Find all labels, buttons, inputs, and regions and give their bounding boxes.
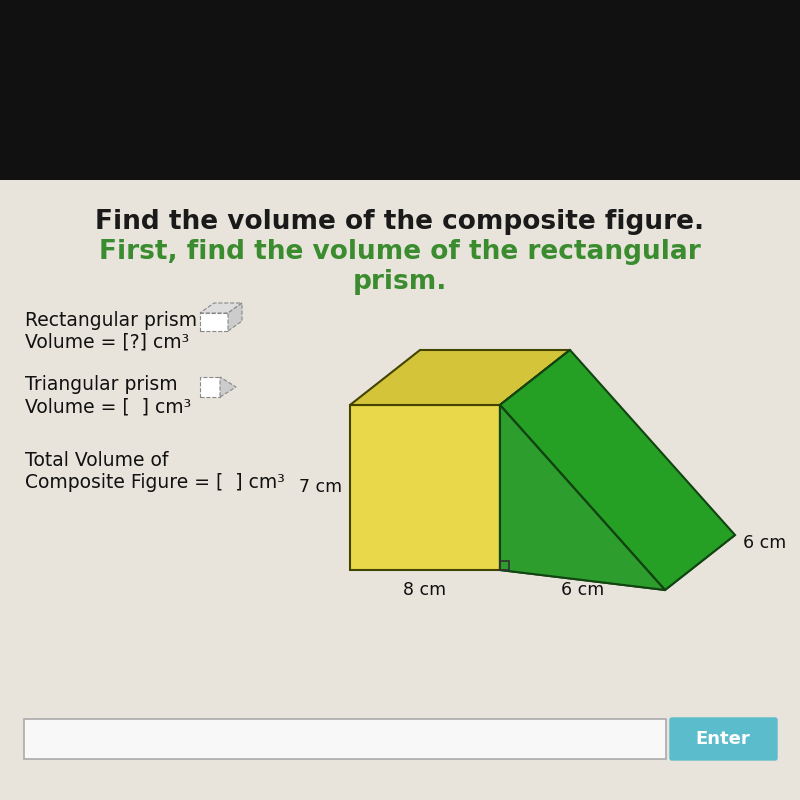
Polygon shape [500,350,570,570]
Polygon shape [350,350,570,405]
FancyBboxPatch shape [0,180,800,800]
Text: 8 cm: 8 cm [403,581,446,599]
Polygon shape [500,350,735,590]
FancyBboxPatch shape [670,718,777,760]
Polygon shape [500,350,570,570]
Polygon shape [350,405,500,570]
Text: 6 cm: 6 cm [743,534,786,551]
Polygon shape [200,303,242,313]
Text: Find the volume of the composite figure.: Find the volume of the composite figure. [95,209,705,235]
Text: 6 cm: 6 cm [561,581,604,599]
Polygon shape [220,377,236,397]
Text: Composite Figure = [  ] cm³: Composite Figure = [ ] cm³ [25,473,285,491]
Text: Total Volume of: Total Volume of [25,450,168,470]
Text: First, find the volume of the rectangular: First, find the volume of the rectangula… [99,239,701,265]
Text: 7 cm: 7 cm [299,478,342,497]
Polygon shape [200,377,220,397]
Polygon shape [228,303,242,331]
Text: Rectangular prism: Rectangular prism [25,310,197,330]
FancyBboxPatch shape [24,719,666,759]
Polygon shape [500,515,735,590]
Text: Triangular prism: Triangular prism [25,375,178,394]
Text: Volume = [  ] cm³: Volume = [ ] cm³ [25,398,191,417]
Text: Enter: Enter [696,730,750,748]
Polygon shape [500,405,665,590]
Polygon shape [200,313,228,331]
Text: Volume = [?] cm³: Volume = [?] cm³ [25,333,190,351]
Text: prism.: prism. [353,269,447,295]
